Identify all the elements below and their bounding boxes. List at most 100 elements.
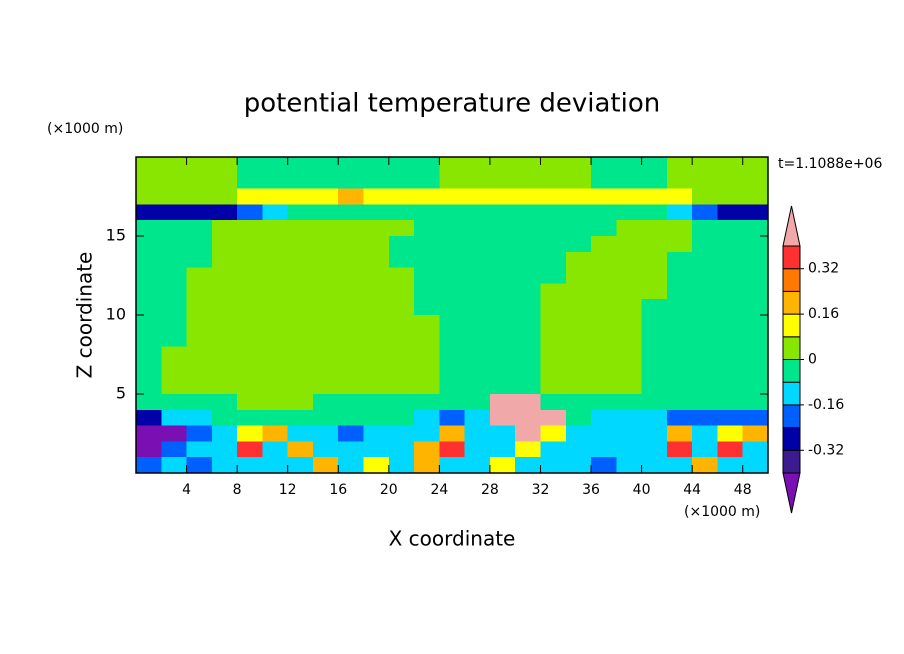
contour-cell	[237, 378, 263, 395]
contour-cell	[136, 378, 162, 395]
contour-cell	[388, 220, 415, 237]
colorbar-box	[782, 359, 801, 383]
contour-cell	[489, 409, 516, 427]
contour-cell	[616, 220, 643, 237]
contour-cell	[515, 378, 541, 395]
contour-cell	[161, 378, 188, 395]
contour-cell	[161, 362, 188, 379]
contour-cell	[540, 251, 567, 269]
contour-cell	[237, 409, 263, 427]
contour-cell	[363, 188, 390, 205]
contour-cell	[641, 378, 668, 395]
colorbar-tick-label: -0.16	[808, 397, 844, 413]
contour-cell	[666, 315, 693, 332]
contour-cell	[237, 267, 263, 284]
contour-cell	[414, 330, 440, 348]
colorbar-tick-label: 0.32	[808, 261, 839, 277]
contour-cell	[363, 362, 390, 379]
contour-cell	[666, 188, 693, 205]
contour-cell	[439, 236, 466, 253]
contour-cell	[136, 188, 162, 205]
contour-cell	[363, 204, 390, 221]
contour-cell	[616, 251, 643, 269]
contour-cell	[717, 409, 744, 427]
contour-cell	[136, 362, 162, 379]
contour-cell	[287, 362, 314, 379]
contour-cell	[388, 251, 415, 269]
contour-cell	[692, 220, 718, 237]
contour-cell	[312, 394, 339, 411]
contour-cell	[540, 283, 567, 300]
x-tick-label: 28	[481, 482, 499, 498]
contour-cell	[237, 220, 263, 237]
contour-cell	[211, 315, 238, 332]
contour-cell	[338, 220, 365, 237]
contour-cell	[287, 188, 314, 205]
contour-cell	[515, 409, 541, 427]
contour-cell	[742, 457, 769, 474]
contour-cell	[186, 236, 213, 253]
contour-cell	[186, 378, 213, 395]
contour-cell	[464, 457, 491, 474]
contour-cell	[388, 172, 415, 190]
contour-cell	[287, 172, 314, 190]
contour-cell	[489, 188, 516, 205]
contour-cell	[186, 172, 213, 190]
contour-cell	[161, 204, 188, 221]
contour-cell	[489, 236, 516, 253]
contour-cell	[136, 441, 162, 458]
contour-cell	[591, 236, 617, 253]
contour-cell	[211, 394, 238, 411]
contour-cell	[388, 378, 415, 395]
contour-cell	[161, 409, 188, 427]
contour-cell	[565, 188, 592, 205]
y-unit: (×1000 m)	[47, 121, 123, 137]
x-tick-label: 4	[182, 482, 191, 498]
contour-cell	[237, 188, 263, 205]
contour-cell	[742, 362, 769, 379]
contour-cell	[439, 409, 466, 427]
contour-cell	[186, 283, 213, 300]
contour-cell	[414, 157, 440, 174]
contour-cell	[641, 299, 668, 316]
contour-cell	[565, 409, 592, 427]
contour-cell	[565, 315, 592, 332]
contour-cell	[287, 457, 314, 474]
contour-cell	[742, 394, 769, 411]
contour-cell	[312, 220, 339, 237]
contour-cell	[666, 394, 693, 411]
contour-cell	[414, 236, 440, 253]
contour-cell	[211, 425, 238, 442]
contour-cell	[717, 204, 744, 221]
contour-cell	[136, 330, 162, 348]
contour-cell	[388, 330, 415, 348]
contour-cell	[312, 378, 339, 395]
contour-cell	[717, 172, 744, 190]
contour-cell	[742, 346, 769, 363]
contour-cell	[540, 267, 567, 284]
contour-cell	[338, 267, 365, 284]
contour-cell	[666, 220, 693, 237]
contour-cell	[287, 283, 314, 300]
colorbar-box	[782, 336, 801, 360]
contour-cell	[439, 251, 466, 269]
y-axis-label: Z coordinate	[73, 252, 97, 379]
contour-cell	[641, 362, 668, 379]
contour-cell	[666, 204, 693, 221]
contour-cell	[616, 157, 643, 174]
contour-cell	[237, 330, 263, 348]
contour-cell	[717, 157, 744, 174]
colorbar-extend-high	[782, 205, 801, 247]
contour-cell	[161, 267, 188, 284]
contour-cell	[186, 204, 213, 221]
contour-cell	[414, 425, 440, 442]
contour-cell	[692, 346, 718, 363]
contour-cell	[591, 378, 617, 395]
contour-cell	[666, 283, 693, 300]
contour-cell	[237, 251, 263, 269]
contour-cell	[312, 457, 339, 474]
contour-cell	[464, 157, 491, 174]
contour-cell	[312, 425, 339, 442]
contour-cell	[211, 157, 238, 174]
contour-cell	[616, 330, 643, 348]
